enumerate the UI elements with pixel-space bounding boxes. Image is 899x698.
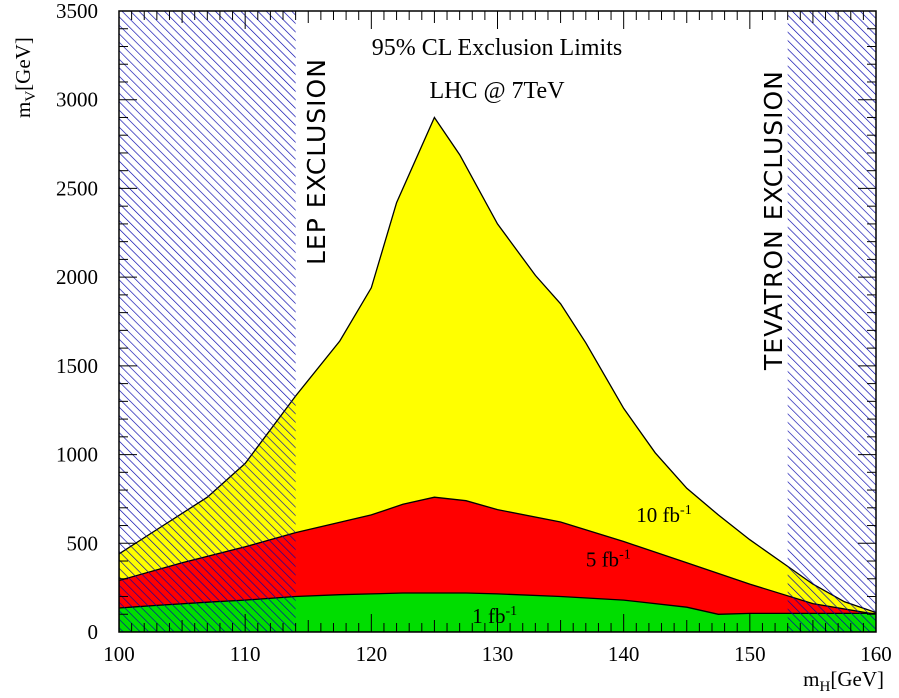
y-tick-label: 500 — [67, 531, 99, 555]
x-tick-label: 160 — [860, 642, 892, 666]
hatched-region-1 — [787, 11, 876, 632]
y-tick-label: 1000 — [56, 443, 98, 467]
y-tick-label: 3500 — [56, 0, 98, 23]
band-label-sup: -1 — [619, 547, 631, 562]
x-tick-label: 150 — [734, 642, 766, 666]
y-tick-label: 2000 — [56, 265, 98, 289]
tick-labels: 100 110 120 130 140 150 160 0 500 1000 1500 2000 250… — [56, 0, 892, 666]
band-label-main: 1 fb — [472, 604, 505, 628]
x-axis-title-main: m — [803, 667, 819, 691]
x-tick-label: 120 — [356, 642, 388, 666]
x-tick-label: 100 — [103, 642, 135, 666]
chart-title: 95% CL Exclusion Limits — [372, 35, 622, 61]
y-axis-title-unit: [GeV] — [11, 37, 35, 91]
band-label-2: 1 fb-1 — [472, 604, 517, 628]
x-tick-label: 110 — [230, 642, 261, 666]
y-axis-title-sub: V — [23, 91, 39, 102]
y-axis-title-main: m — [11, 102, 35, 118]
x-tick-label: 130 — [482, 642, 514, 666]
chart-subtitle: LHC @ 7TeV — [429, 78, 565, 104]
y-tick-label: 1500 — [56, 354, 98, 378]
band-label-main: 10 fb — [636, 503, 680, 527]
hatched-regions — [119, 11, 876, 632]
x-axis-title: mH[GeV] — [803, 667, 884, 695]
band-label-0: 10 fb-1 — [636, 503, 691, 527]
y-tick-label: 3000 — [56, 88, 98, 112]
y-tick-label: 0 — [88, 620, 99, 644]
x-tick-label: 140 — [608, 642, 640, 666]
band-label-main: 5 fb — [586, 547, 619, 571]
band-labels: 10 fb-15 fb-11 fb-1 — [472, 503, 691, 628]
hatched-region-0 — [119, 11, 296, 632]
y-axis-title: mV[GeV] — [11, 37, 39, 118]
lep-exclusion-label: LEP EXCLUSION — [302, 58, 331, 265]
y-tick-label: 2500 — [56, 176, 98, 200]
band-label-sup: -1 — [506, 604, 518, 619]
x-axis-title-unit: [GeV] — [830, 667, 884, 691]
band-label-1: 5 fb-1 — [586, 547, 631, 571]
tevatron-exclusion-label: TEVATRON EXCLUSION — [759, 70, 788, 371]
band-label-sup: -1 — [680, 503, 692, 518]
x-axis-title-sub: H — [820, 679, 831, 695]
axis-ticks — [118, 10, 877, 633]
